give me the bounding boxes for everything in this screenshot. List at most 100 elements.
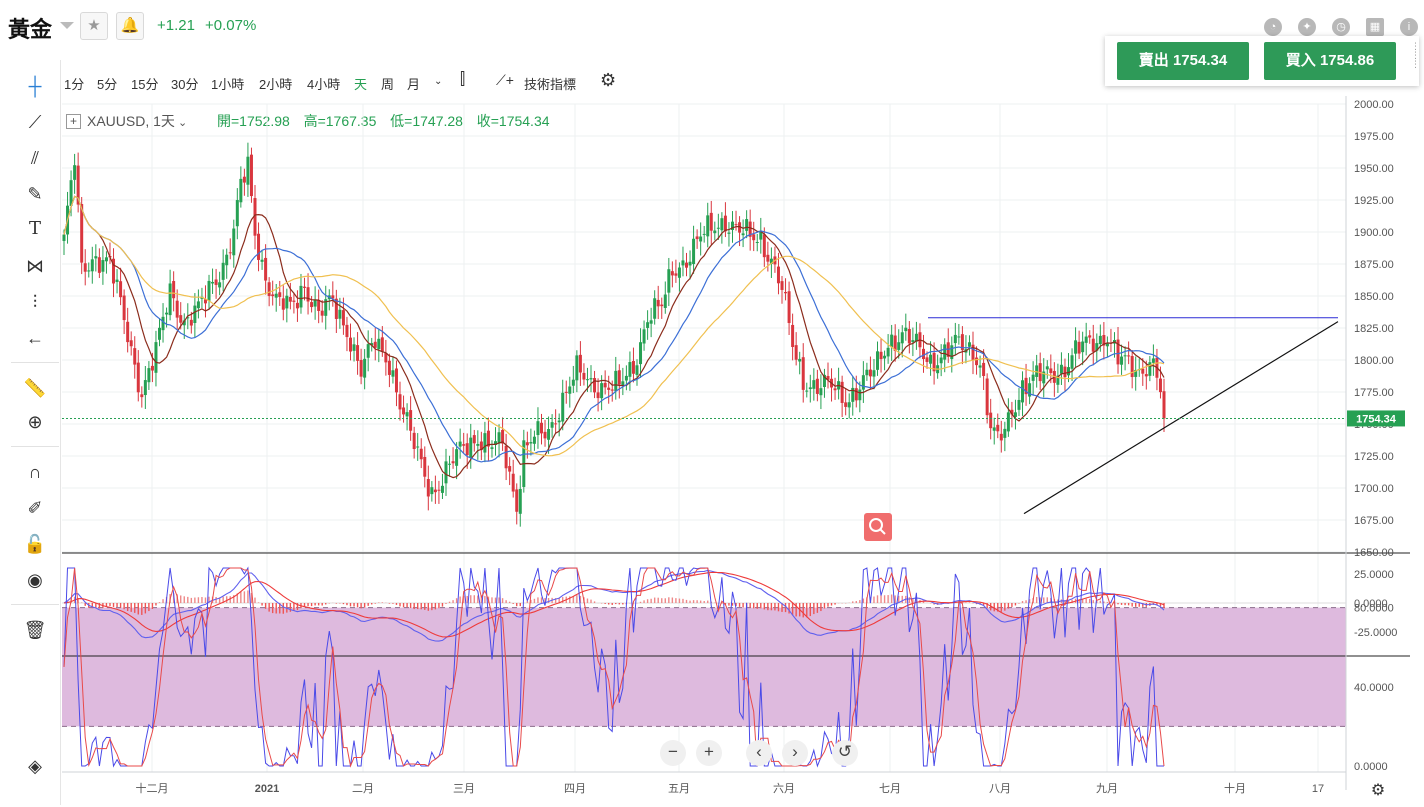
eye-icon[interactable]: ◉ — [27, 570, 43, 590]
candle-down — [423, 456, 427, 477]
candle-down — [264, 257, 268, 281]
text-tool-icon[interactable]: T — [28, 218, 41, 239]
trash-icon[interactable]: 🗑 — [23, 620, 47, 640]
candle-up — [1035, 365, 1039, 377]
candle-down — [932, 352, 936, 372]
timeframe-2h[interactable]: 2小時 — [259, 77, 293, 92]
zoom-in-button[interactable]: + — [696, 740, 722, 766]
calendar-icon[interactable]: ▦ — [1366, 18, 1384, 36]
candle-down — [462, 444, 466, 446]
candle-up — [865, 369, 869, 376]
symbol-dropdown-icon[interactable] — [60, 22, 74, 29]
layers-icon[interactable]: ◈ — [28, 756, 42, 776]
more-icon[interactable]: ⋮ ⋮ ⋮ — [1411, 41, 1420, 69]
measure-lines-icon[interactable]: ⫶ — [32, 292, 38, 312]
expand-icon[interactable]: + — [66, 114, 81, 129]
candle-down — [402, 407, 406, 415]
timeframe-1d[interactable]: 天 — [354, 77, 368, 92]
search-zoom-icon[interactable] — [864, 513, 892, 541]
magnet-icon[interactable]: ∩ — [28, 462, 42, 482]
candle-down — [815, 378, 819, 394]
candle-up — [769, 258, 773, 264]
candle-up — [157, 327, 161, 340]
candle-down — [539, 422, 543, 434]
timeframe-dropdown-icon[interactable]: ⌄ — [434, 76, 443, 87]
x-tick-label: 五月 — [668, 783, 690, 795]
candle-up — [94, 256, 98, 259]
settings-gear-icon[interactable]: ⚙ — [600, 70, 617, 90]
candle-up — [154, 342, 158, 373]
ruler-icon[interactable]: 📏 — [23, 378, 47, 398]
last-price-tag — [1347, 410, 1405, 427]
timeframe-1m[interactable]: 1分 — [64, 77, 85, 92]
pie-chart-icon[interactable]: ◔ — [1264, 18, 1282, 36]
candle-down — [267, 282, 271, 297]
candle-up — [338, 309, 342, 319]
timeframe-5m[interactable]: 5分 — [97, 77, 118, 92]
zoom-out-button[interactable]: − — [660, 740, 686, 766]
timeframe-15m[interactable]: 15分 — [131, 77, 159, 92]
indicators-icon[interactable]: ⟋+ — [496, 72, 514, 88]
candle-up — [688, 261, 692, 266]
y-tick-label: 1650.00 — [1354, 547, 1394, 559]
timeframe-1mo[interactable]: 月 — [407, 77, 421, 92]
price-change: +1.21 — [157, 17, 195, 34]
info-icon[interactable]: i — [1400, 18, 1418, 36]
reset-chart-button[interactable]: ↺ — [832, 740, 858, 766]
ma-slow-line — [63, 195, 1165, 457]
scroll-left-button[interactable]: ‹ — [746, 740, 772, 766]
brush-icon[interactable]: ✎ — [27, 184, 43, 204]
candle-up — [440, 485, 444, 493]
candle-up — [274, 293, 278, 298]
candle-down — [564, 391, 568, 393]
clock-icon[interactable]: ◷ — [1332, 18, 1350, 36]
buy-button[interactable]: 買入 1754.86 — [1264, 42, 1396, 80]
crosshair-icon[interactable]: ┼ — [28, 76, 42, 96]
candle-up — [851, 387, 855, 402]
timeframe-30m[interactable]: 30分 — [171, 77, 199, 92]
bell-icon[interactable]: 🔔 — [116, 12, 144, 40]
timeframe-4h[interactable]: 4小時 — [307, 77, 341, 92]
candle-down — [748, 221, 752, 237]
candle-down — [150, 365, 154, 371]
candle-up — [1081, 341, 1085, 353]
candle-style-icon[interactable]: ⫿ — [460, 71, 466, 88]
back-arrow-icon[interactable]: ← — [26, 328, 44, 348]
candle-down — [348, 337, 352, 352]
candle-down — [1091, 338, 1095, 352]
fib-icon[interactable]: ⫽ — [30, 148, 40, 168]
candle-down — [596, 392, 600, 399]
scroll-right-button[interactable]: › — [782, 740, 808, 766]
candle-up — [1042, 371, 1046, 384]
compass-icon[interactable]: ✦ — [1298, 18, 1316, 36]
candle-up — [62, 234, 66, 241]
candle-down — [791, 324, 795, 347]
star-icon[interactable]: ★ — [80, 12, 108, 40]
timeframe-1h[interactable]: 1小時 — [211, 77, 245, 92]
candle-up — [1148, 362, 1152, 376]
candle-down — [780, 281, 784, 290]
indicators-button[interactable]: 技術指標 — [524, 77, 577, 92]
y-tick-label: 1825.00 — [1354, 323, 1394, 335]
lock-drawing-icon[interactable]: ✐ — [27, 498, 43, 518]
candle-down — [140, 394, 144, 398]
pattern-icon[interactable]: ⋈ — [26, 256, 44, 276]
y-tick-label: 1700.00 — [1354, 483, 1394, 495]
candle-up — [621, 381, 625, 386]
candle-down — [334, 298, 338, 319]
sell-button[interactable]: 賣出 1754.34 — [1117, 42, 1249, 80]
candle-up — [518, 488, 522, 514]
trend-line-icon[interactable]: ⟋ — [28, 112, 42, 132]
candle-up — [1067, 367, 1071, 376]
candle-down — [925, 357, 929, 362]
timeframe-1w[interactable]: 周 — [381, 77, 395, 92]
candle-up — [536, 421, 540, 436]
candle-down — [253, 198, 257, 236]
zoom-in-icon[interactable]: ⊕ — [27, 412, 43, 432]
interval-label[interactable]: 1天 — [153, 113, 175, 129]
unlock-icon[interactable]: 🔓 — [23, 534, 47, 554]
candle-down — [486, 430, 490, 447]
candle-down — [734, 224, 738, 226]
candle-up — [667, 269, 671, 293]
